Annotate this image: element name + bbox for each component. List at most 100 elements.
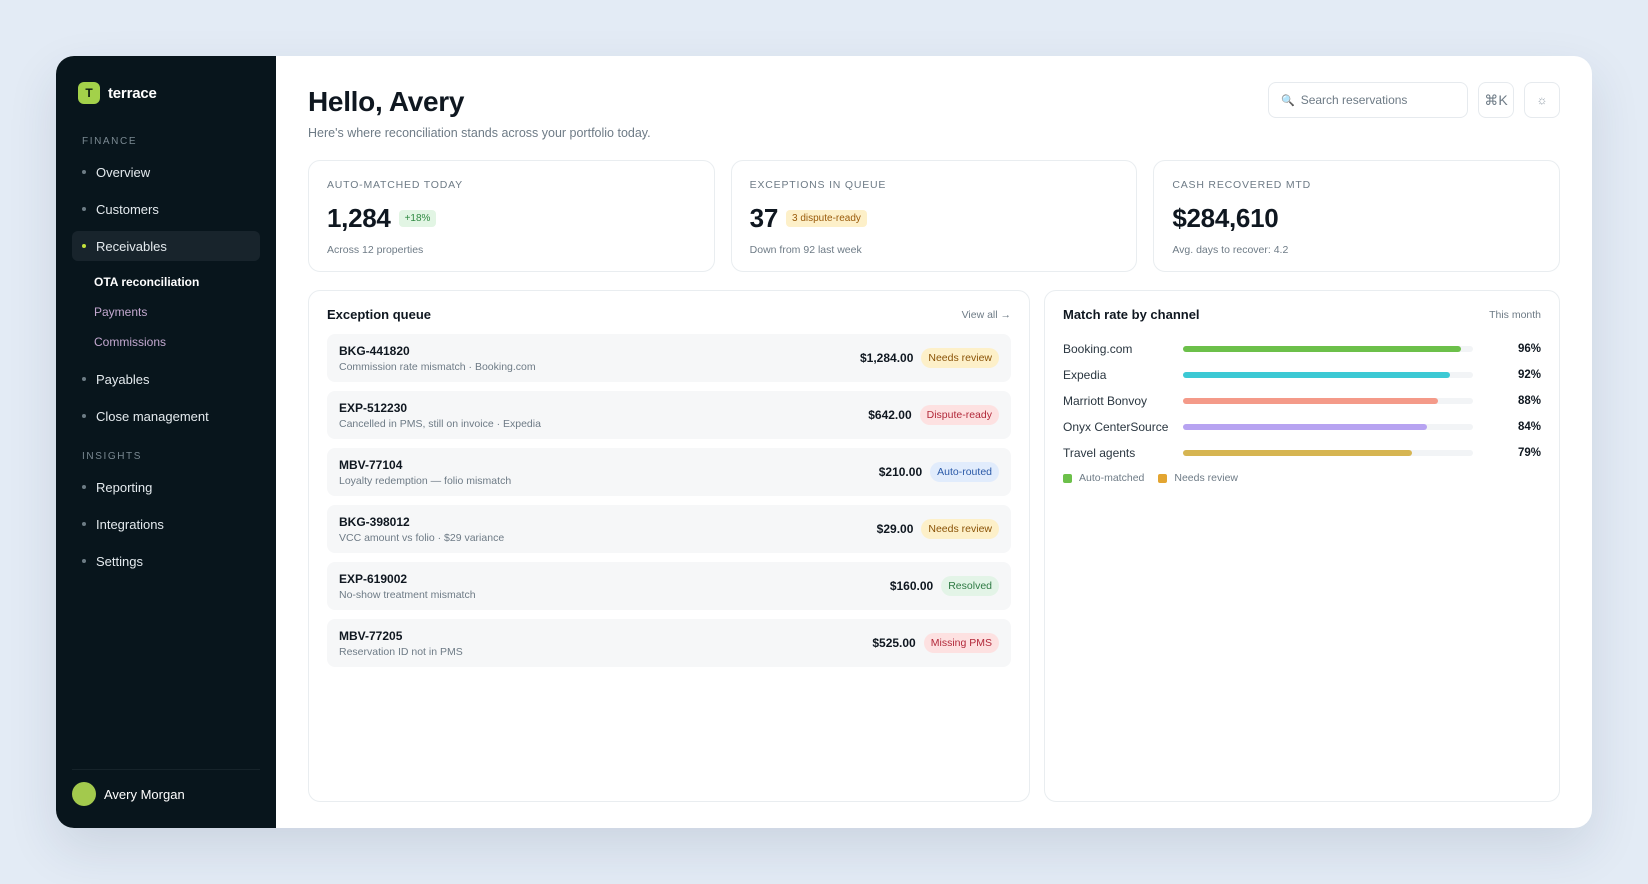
channel-name: Marriott Bonvoy — [1063, 394, 1148, 408]
exception-id: EXP-512230 — [339, 400, 408, 415]
list-item[interactable]: BKG-441820 Commission rate mismatch · Bo… — [327, 334, 1011, 382]
channel-name: Booking.com — [1063, 342, 1133, 356]
channel-row: Onyx CenterSource 84% — [1063, 414, 1541, 440]
sidebar-item-close-management[interactable]: Close management — [72, 401, 260, 431]
stat-label: CASH RECOVERED MTD — [1172, 179, 1312, 191]
brand[interactable]: T terrace — [72, 82, 260, 104]
nav-section-finance: FINANCE — [82, 136, 138, 147]
channel-name: Onyx CenterSource — [1063, 420, 1169, 434]
sidebar-item-reporting[interactable]: Reporting — [72, 472, 260, 502]
sidebar-item-label: Customers — [96, 201, 159, 217]
channel-list: Booking.com 96% Expedia 92% Marriott Bon… — [1063, 336, 1541, 466]
sidebar-item-integrations[interactable]: Integrations — [72, 509, 260, 539]
progress-track — [1183, 372, 1473, 378]
progress-fill — [1183, 398, 1439, 404]
sidebar-subitem-ota-reconciliation[interactable]: OTA reconciliation — [94, 275, 200, 289]
stat-value: 1,284 — [327, 203, 391, 233]
user-profile[interactable]: Avery Morgan — [72, 769, 260, 806]
channel-percent: 79% — [1517, 447, 1541, 459]
channel-row: Expedia 92% — [1063, 362, 1541, 388]
channel-row: Marriott Bonvoy 88% — [1063, 388, 1541, 414]
stat-note: Avg. days to recover: 4.2 — [1172, 244, 1289, 256]
exception-amount: $160.00 — [889, 579, 934, 593]
list-item[interactable]: BKG-398012 VCC amount vs folio · $29 var… — [327, 505, 1011, 553]
panel-title: Exception queue — [327, 307, 432, 322]
gear-icon: ☼ — [1536, 93, 1548, 107]
exception-description: Reservation ID not in PMS — [339, 645, 463, 658]
settings-button[interactable]: ☼ — [1524, 82, 1560, 118]
exception-amount: $29.00 — [876, 522, 914, 536]
status-badge: Resolved — [941, 576, 999, 596]
exception-id: MBV-77104 — [339, 457, 403, 472]
match-rate-panel: Match rate by channel This month Booking… — [1044, 290, 1560, 802]
user-name: Avery Morgan — [104, 786, 185, 802]
sidebar-item-customers[interactable]: Customers — [72, 194, 260, 224]
exception-description: Cancelled in PMS, still on invoice · Exp… — [339, 417, 541, 430]
legend-item: Needs review — [1158, 472, 1238, 484]
sidebar-item-label: Overview — [96, 164, 151, 180]
list-item[interactable]: EXP-512230 Cancelled in PMS, still on in… — [327, 391, 1011, 439]
stat-note: Down from 92 last week — [749, 244, 862, 256]
exception-description: Loyalty redemption — folio mismatch — [339, 474, 512, 487]
channel-percent: 88% — [1517, 395, 1541, 407]
exception-description: No-show treatment mismatch — [339, 588, 476, 601]
exception-amount: $642.00 — [868, 408, 912, 422]
status-badge: Auto-routed — [930, 462, 999, 482]
exception-id: MBV-77205 — [339, 628, 403, 643]
sidebar-item-label: Reporting — [96, 479, 153, 495]
panels-row: Exception queue View all → BKG-441820 Co… — [308, 290, 1560, 802]
status-badge: Needs review — [921, 519, 999, 539]
progress-fill — [1183, 346, 1462, 352]
exception-id: BKG-441820 — [339, 343, 410, 358]
sidebar-item-settings[interactable]: Settings — [72, 546, 260, 576]
progress-fill — [1183, 424, 1427, 430]
exception-list: BKG-441820 Commission rate mismatch · Bo… — [327, 334, 1011, 667]
exception-amount: $525.00 — [872, 636, 916, 650]
progress-fill — [1183, 372, 1450, 378]
status-badge: 3 dispute-ready — [786, 210, 867, 227]
channel-name: Travel agents — [1063, 446, 1136, 460]
exception-description: VCC amount vs folio · $29 variance — [339, 531, 505, 544]
page-subtitle: Here's where reconciliation stands acros… — [308, 126, 651, 140]
list-item[interactable]: MBV-77104 Loyalty redemption — folio mis… — [327, 448, 1011, 496]
stat-card-exceptions: EXCEPTIONS IN QUEUE 37 3 dispute-ready D… — [730, 160, 1138, 272]
channel-row: Travel agents 79% — [1063, 440, 1541, 466]
bullet-icon — [82, 207, 86, 211]
avatar — [72, 782, 96, 806]
search-input[interactable]: 🔍 Search reservations — [1268, 82, 1468, 118]
trend-badge: +18% — [398, 210, 437, 227]
nav-section-insights: INSIGHTS — [82, 451, 143, 462]
channel-percent: 96% — [1517, 343, 1541, 355]
stat-label: EXCEPTIONS IN QUEUE — [749, 179, 887, 191]
period-label[interactable]: This month — [1489, 308, 1541, 321]
brand-logo: T — [78, 82, 100, 104]
status-badge: Dispute-ready — [919, 405, 999, 425]
bullet-icon — [82, 170, 86, 174]
progress-track — [1183, 398, 1473, 404]
channel-row: Booking.com 96% — [1063, 336, 1541, 362]
bullet-icon — [82, 485, 86, 489]
progress-track — [1183, 424, 1473, 430]
list-item[interactable]: MBV-77205 Reservation ID not in PMS $525… — [327, 619, 1011, 667]
sidebar: T terrace FINANCE Overview Customers Rec… — [56, 56, 276, 828]
stat-value: 37 — [749, 203, 779, 233]
exception-description: Commission rate mismatch · Booking.com — [339, 360, 536, 373]
sidebar-item-label: Receivables — [96, 238, 167, 254]
sidebar-subitem-commissions[interactable]: Commissions — [94, 335, 167, 349]
sidebar-item-payables[interactable]: Payables — [72, 364, 260, 394]
legend-swatch — [1158, 473, 1168, 483]
sidebar-item-label: Settings — [96, 553, 143, 569]
stat-note: Across 12 properties — [327, 244, 424, 256]
exception-id: BKG-398012 — [339, 514, 410, 529]
sidebar-item-overview[interactable]: Overview — [72, 157, 260, 187]
exception-amount: $1,284.00 — [859, 351, 914, 365]
legend-swatch — [1063, 473, 1072, 483]
main-content: Hello, Avery Here's where reconciliation… — [276, 56, 1592, 828]
list-item[interactable]: EXP-619002 No-show treatment mismatch $1… — [327, 562, 1011, 610]
view-all-link[interactable]: View all → — [961, 308, 1011, 321]
command-shortcut-button[interactable]: ⌘K — [1478, 82, 1514, 118]
sidebar-subitem-payments[interactable]: Payments — [94, 305, 148, 319]
exception-queue-panel: Exception queue View all → BKG-441820 Co… — [308, 290, 1030, 802]
exception-amount: $210.00 — [878, 465, 923, 479]
sidebar-item-receivables[interactable]: Receivables — [72, 231, 260, 261]
